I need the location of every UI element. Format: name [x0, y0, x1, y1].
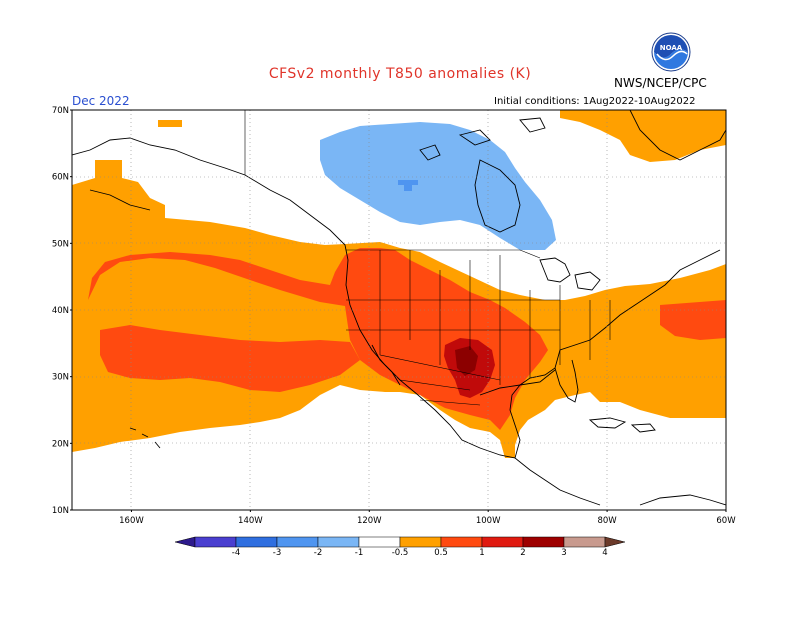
- longitude-tick-label: 120W: [357, 516, 382, 526]
- longitude-tick-label: 100W: [476, 516, 501, 526]
- colorbar-tick-label: -4: [232, 548, 240, 558]
- longitude-tick-label: 60W: [716, 516, 736, 526]
- colorbar: -4 -3 -2 -1 -0.5 0.5 1 2 3 4: [174, 536, 626, 558]
- latitude-tick-label: 60N: [52, 173, 69, 183]
- map-title: CFSv2 monthly T850 anomalies (K): [268, 66, 532, 82]
- graticule: [72, 110, 726, 510]
- colorbar-swatch: [317, 536, 360, 548]
- longitude-tick-label: 80W: [597, 516, 617, 526]
- colorbar-tick-label: -1: [355, 548, 363, 558]
- political-borders: [244, 110, 611, 406]
- colorbar-arrow-low: [174, 536, 196, 548]
- latitude-tick-label: 10N: [52, 506, 69, 516]
- colorbar-swatch: [235, 536, 278, 548]
- colorbar-tick-label: -2: [314, 548, 322, 558]
- colorbar-swatch: [276, 536, 319, 548]
- latitude-tick-label: 70N: [52, 106, 69, 116]
- coastlines: [72, 110, 726, 506]
- colorbar-tick-label: -0.5: [392, 548, 409, 558]
- longitude-tick-label: 140W: [238, 516, 263, 526]
- colorbar-swatch: [481, 536, 524, 548]
- colorbar-tick-label: 4: [602, 548, 607, 558]
- latitude-tick-label: 30N: [52, 373, 69, 383]
- colorbar-swatch: [358, 536, 401, 548]
- latitude-tick-label: 50N: [52, 239, 69, 249]
- anomaly-region-neg2-neg1: [398, 180, 418, 191]
- anomaly-region-3-4: [455, 346, 478, 376]
- colorbar-tick-label: 3: [561, 548, 566, 558]
- svg-text:NOAA: NOAA: [660, 44, 683, 52]
- colorbar-swatch: [440, 536, 483, 548]
- anomaly-region-neg1-neg0p5: [320, 122, 556, 250]
- colorbar-swatch: [194, 536, 237, 548]
- colorbar-swatch: [399, 536, 442, 548]
- colorbar-swatch: [563, 536, 606, 548]
- initial-conditions: Initial conditions: 1Aug2022-10Aug2022: [494, 96, 696, 107]
- noaa-logo-icon: NOAA: [651, 32, 691, 72]
- colorbar-tick-label: 1: [479, 548, 484, 558]
- longitude-tick-label: 160W: [119, 516, 144, 526]
- colorbar-tick-label: -3: [273, 548, 281, 558]
- colorbar-tick-label: 0.5: [434, 548, 448, 558]
- latitude-tick-label: 20N: [52, 439, 69, 449]
- colorbar-tick-label: 2: [520, 548, 525, 558]
- colorbar-swatch: [522, 536, 565, 548]
- latitude-tick-label: 40N: [52, 306, 69, 316]
- latitude-labels: 10N 20N 30N 40N 50N 60N 70N: [52, 106, 72, 516]
- longitude-labels: 160W 140W 120W 100W 80W 60W: [119, 510, 736, 526]
- org-label: NWS/NCEP/CPC: [614, 76, 707, 90]
- forecast-month: Dec 2022: [72, 94, 130, 108]
- colorbar-arrow-high: [604, 536, 626, 548]
